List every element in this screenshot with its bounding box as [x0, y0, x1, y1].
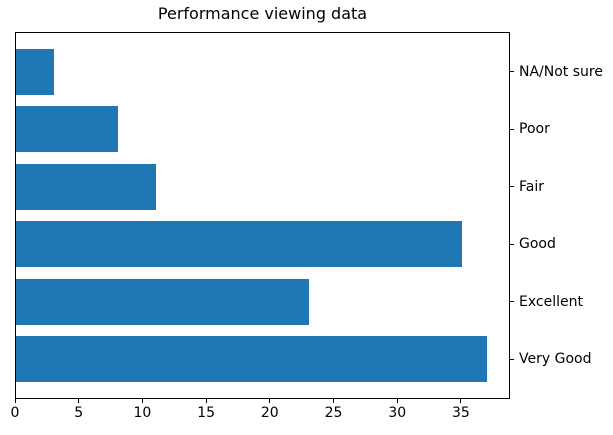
x-tick-mark: [141, 399, 143, 403]
y-tick-label: Excellent: [519, 293, 583, 310]
x-tick-mark: [460, 399, 462, 403]
y-tick-mark: [510, 358, 514, 360]
x-tick-mark: [205, 399, 207, 403]
y-tick-mark: [510, 71, 514, 73]
x-tick-mark: [333, 399, 335, 403]
y-tick-mark: [510, 243, 514, 245]
bar-good: [16, 221, 462, 268]
bar-na-not-sure: [16, 48, 55, 95]
bar-very-good: [16, 336, 488, 383]
y-tick-mark: [510, 128, 514, 130]
y-tick-label: NA/Not sure: [519, 63, 603, 80]
y-tick-mark: [510, 301, 514, 303]
x-tick-label: 10: [133, 405, 152, 421]
x-tick-label: 25: [324, 405, 343, 421]
plot-area: [15, 32, 510, 399]
x-tick-label: 0: [10, 405, 20, 421]
y-tick-label: Very Good: [519, 351, 592, 368]
y-tick-label: Poor: [519, 121, 550, 138]
x-tick-mark: [396, 399, 398, 403]
x-tick-mark: [269, 399, 271, 403]
bar-excellent: [16, 278, 310, 325]
y-tick-mark: [510, 186, 514, 188]
y-tick-label: Fair: [519, 178, 544, 195]
bar-fair: [16, 163, 157, 210]
x-tick-label: 35: [452, 405, 470, 421]
x-tick-label: 20: [260, 405, 279, 421]
chart-title: Performance viewing data: [157, 4, 368, 23]
x-tick-mark: [78, 399, 80, 403]
x-tick-mark: [14, 399, 16, 403]
y-tick-label: Good: [519, 236, 556, 253]
x-tick-label: 5: [74, 405, 84, 421]
x-tick-label: 15: [197, 405, 216, 421]
bar-poor: [16, 106, 118, 153]
x-tick-label: 30: [388, 405, 407, 421]
